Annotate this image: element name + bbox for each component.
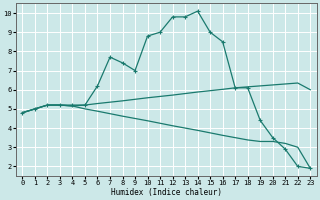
X-axis label: Humidex (Indice chaleur): Humidex (Indice chaleur) <box>111 188 222 197</box>
